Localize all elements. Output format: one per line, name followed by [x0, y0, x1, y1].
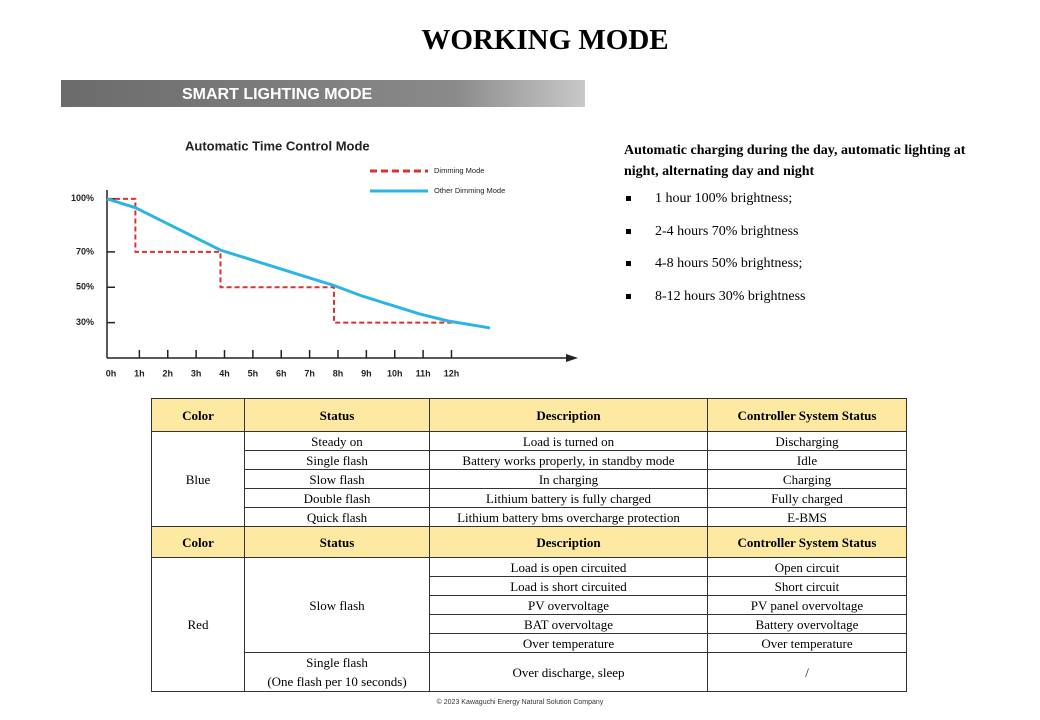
- legend-label: Dimming Mode: [434, 166, 484, 175]
- table-cell: Controller System Status: [707, 526, 907, 558]
- info-heading: Automatic charging during the day, autom…: [624, 143, 966, 179]
- table-cell: Single flash: [244, 450, 430, 470]
- table-cell: Status: [244, 398, 430, 432]
- x-tick-label: 1h: [134, 368, 145, 378]
- table-cell: Color: [151, 526, 245, 558]
- x-tick-label: 9h: [361, 368, 372, 378]
- y-tick-label: 30%: [76, 317, 94, 327]
- table-cell: Blue: [151, 431, 245, 527]
- x-tick-label: 7h: [304, 368, 315, 378]
- status-table: Color Status Description Controller System …: [151, 398, 907, 692]
- bullet: 4-8 hours 50% brightness;: [624, 255, 984, 288]
- table-cell: Fully charged: [707, 488, 907, 508]
- table-row: Slow flash In charging Charging: [152, 469, 907, 489]
- chart-title: Automatic Time Control Mode: [185, 138, 370, 153]
- x-tick-label: 0h: [106, 368, 117, 378]
- table-row: Double flash Lithium battery is fully cha…: [152, 488, 907, 508]
- table-cell: Charging: [707, 469, 907, 489]
- footer: © 2023 Kawaguchi Energy Natural Solution…: [436, 699, 604, 706]
- x-tick-label: 4h: [219, 368, 230, 378]
- table-row: Color Status Description Controller System …: [151, 398, 907, 432]
- table-row: PV overvoltage PV panel overvoltage: [152, 595, 907, 615]
- x-tick-label: 2h: [162, 368, 173, 378]
- table-row: Over temperature Over temperature: [152, 633, 907, 653]
- table-cell: Load is turned on: [429, 431, 708, 451]
- table-cell: Load is short circuited: [429, 576, 708, 596]
- y-tick-label: 50%: [76, 282, 94, 292]
- table-row: Blue Steady on Load is turned on Dischargin…: [151, 431, 907, 527]
- table-cell: Single flash (One flash per 10 seconds): [244, 652, 430, 692]
- table-cell: Load is open circuited: [429, 557, 708, 577]
- table-cell: Open circuit: [707, 557, 907, 577]
- y-tick-label: 70%: [76, 246, 94, 256]
- table-cell: Over discharge, sleep: [429, 652, 708, 692]
- axis-arrow: [566, 354, 578, 362]
- info: Automatic charging during the day, autom…: [624, 140, 984, 320]
- table-row: Single flash (One flash per 10 seconds) Ov…: [152, 652, 907, 692]
- chart: SMART LIGHTING MODE Automatic Time Contr…: [61, 80, 585, 378]
- x-tick-label: 8h: [333, 368, 344, 378]
- status-line: (One flash per 10 seconds): [267, 674, 407, 689]
- table-cell: Slow flash: [244, 557, 430, 653]
- table-cell: Steady on: [244, 431, 430, 451]
- banner-bar: [61, 80, 585, 107]
- table-cell: BAT overvoltage: [429, 614, 708, 634]
- table-cell: Short circuit: [707, 576, 907, 596]
- table-cell: Red: [151, 557, 245, 692]
- table-cell: Slow flash: [244, 469, 430, 489]
- table-cell: PV panel overvoltage: [707, 595, 907, 615]
- table-cell: In charging: [429, 469, 708, 489]
- table-cell: Lithium battery bms overcharge protectio…: [429, 507, 708, 527]
- table-cell: PV overvoltage: [429, 595, 708, 615]
- table-cell: Controller System Status: [707, 398, 907, 432]
- x-tick-label: 3h: [191, 368, 202, 378]
- table-cell: Description: [429, 526, 708, 558]
- table-row: Quick flash Lithium battery bms overcharg…: [152, 507, 907, 527]
- table-cell: Discharging: [707, 431, 907, 451]
- table-cell: Over temperature: [707, 633, 907, 653]
- table-cell: /: [707, 652, 907, 692]
- table-cell: Over temperature: [429, 633, 708, 653]
- table-row: BAT overvoltage Battery overvoltage: [152, 614, 907, 634]
- table-cell: Status: [244, 526, 430, 558]
- table-row: Color Status Description Controller System …: [151, 526, 907, 558]
- table-cell: Idle: [707, 450, 907, 470]
- legend-label: Other Dimming Mode: [434, 186, 505, 195]
- series-line: [107, 197, 456, 324]
- table-cell: Battery works properly, in standby mode: [429, 450, 708, 470]
- x-tick-label: 12h: [444, 368, 460, 378]
- table-cell: Battery overvoltage: [707, 614, 907, 634]
- table-cell: E-BMS: [707, 507, 907, 527]
- x-tick-label: 5h: [248, 368, 259, 378]
- table-row: Red Slow flash Load is open circuited Open …: [151, 557, 907, 692]
- y-tick-label: 100%: [71, 193, 94, 203]
- x-tick-label: 6h: [276, 368, 287, 378]
- table-row: Single flash Battery works properly, in s…: [152, 450, 907, 470]
- bullet: 8-12 hours 30% brightness: [624, 288, 984, 321]
- bullet: 1 hour 100% brightness;: [624, 190, 984, 223]
- banner: SMART LIGHTING MODE: [182, 86, 373, 103]
- x-tick-label: 10h: [387, 368, 403, 378]
- series-line: [106, 197, 491, 330]
- x-tick-label: 11h: [416, 368, 431, 378]
- table-cell: Description: [429, 398, 708, 432]
- table-cell: Quick flash: [244, 507, 430, 527]
- table-cell: Double flash: [244, 488, 430, 508]
- table-cell: Color: [151, 398, 245, 432]
- status-line: Single flash: [306, 655, 368, 670]
- table-cell: Lithium battery is fully charged: [429, 488, 708, 508]
- bullet: 2-4 hours 70% brightness: [624, 223, 984, 256]
- page-title: WORKING MODE: [421, 24, 669, 56]
